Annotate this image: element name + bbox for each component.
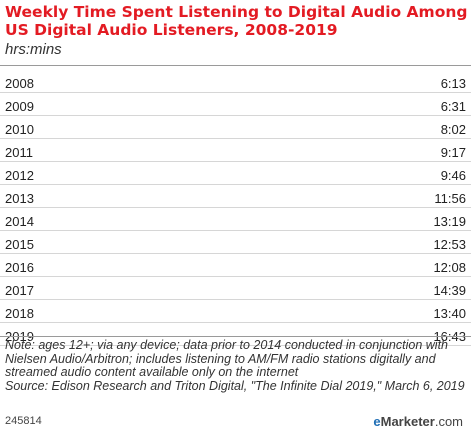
row-year: 2012 xyxy=(5,168,34,183)
table-row: 2016 12:08 xyxy=(0,254,471,277)
footer: 245814 eMarketer.com xyxy=(0,413,471,431)
table-row: 2015 12:53 xyxy=(0,231,471,254)
row-value: 8:02 xyxy=(440,122,466,137)
note-text: Note: ages 12+; via any device; data pri… xyxy=(5,338,448,380)
row-value: 12:08 xyxy=(433,260,466,275)
row-value: 11:56 xyxy=(434,191,466,206)
row-year: 2008 xyxy=(5,76,34,91)
row-year: 2018 xyxy=(5,306,34,321)
table-row: 2009 6:31 xyxy=(0,93,471,116)
brand-name: Marketer xyxy=(380,414,435,429)
top-divider xyxy=(0,65,471,66)
row-value: 13:40 xyxy=(433,306,466,321)
row-year: 2016 xyxy=(5,260,34,275)
row-value: 13:19 xyxy=(433,214,466,229)
row-value: 12:53 xyxy=(433,237,466,252)
row-value: 14:39 xyxy=(433,283,466,298)
brand-suffix: .com xyxy=(434,414,463,429)
table-row: 2011 9:17 xyxy=(0,139,471,162)
table-row: 2013 11:56 xyxy=(0,185,471,208)
row-year: 2015 xyxy=(5,237,34,252)
chart-id: 245814 xyxy=(5,415,42,427)
row-value: 6:13 xyxy=(440,76,466,91)
row-year: 2010 xyxy=(5,122,34,137)
row-year: 2009 xyxy=(5,99,34,114)
row-year: 2014 xyxy=(5,214,34,229)
table-row: 2012 9:46 xyxy=(0,162,471,185)
table-row: 2017 14:39 xyxy=(0,277,471,300)
table-row: 2018 13:40 xyxy=(0,300,471,323)
row-value: 6:31 xyxy=(440,99,466,114)
notes-block: Note: ages 12+; via any device; data pri… xyxy=(5,338,470,393)
data-table: 2008 6:13 2009 6:31 2010 8:02 2011 9:17 2012 9:46… xyxy=(0,70,471,346)
row-year: 2017 xyxy=(5,283,34,298)
unit-label: hrs:mins xyxy=(5,41,62,58)
bottom-divider xyxy=(0,336,471,337)
row-value: 9:17 xyxy=(440,145,466,160)
brand-prefix: e xyxy=(373,414,381,429)
row-value: 9:46 xyxy=(440,168,466,183)
table-row: 2014 13:19 xyxy=(0,208,471,231)
row-year: 2011 xyxy=(5,145,33,160)
row-year: 2013 xyxy=(5,191,34,206)
table-row: 2010 8:02 xyxy=(0,116,471,139)
brand-logo[interactable]: eMarketer.com xyxy=(373,414,463,429)
source-text: Source: Edison Research and Triton Digit… xyxy=(5,378,465,393)
chart-title: Weekly Time Spent Listening to Digital A… xyxy=(5,3,468,39)
table-row: 2008 6:13 xyxy=(0,70,471,93)
